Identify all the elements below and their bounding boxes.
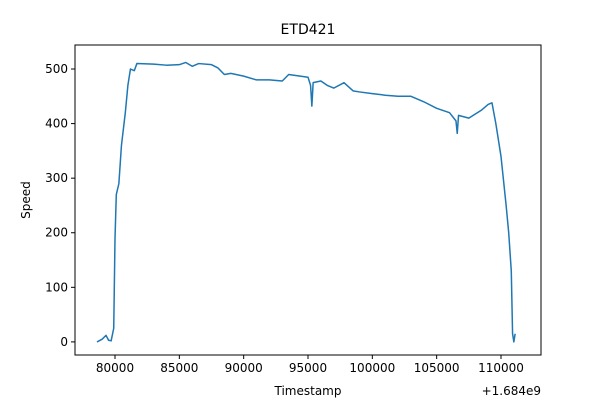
x-tick-label: 95000 bbox=[289, 361, 327, 375]
y-tick-label: 300 bbox=[45, 171, 68, 185]
data-line bbox=[96, 61, 516, 343]
x-tick-label: 110000 bbox=[478, 361, 524, 375]
y-tick-label: 0 bbox=[60, 335, 68, 349]
x-tick-label: 105000 bbox=[414, 361, 460, 375]
x-offset-label: +1.684e9 bbox=[482, 384, 541, 398]
plot-frame bbox=[74, 44, 542, 356]
y-tick-label: 200 bbox=[45, 226, 68, 240]
x-tick-label: 90000 bbox=[225, 361, 263, 375]
x-tick-label: 80000 bbox=[96, 361, 134, 375]
y-tick-label: 500 bbox=[45, 62, 68, 76]
x-axis-label: Timestamp bbox=[274, 384, 342, 398]
x-tick-label: 85000 bbox=[160, 361, 198, 375]
y-axis-label: Speed bbox=[19, 181, 33, 219]
x-tick-label: 100000 bbox=[349, 361, 395, 375]
y-tick-label: 400 bbox=[45, 117, 68, 131]
y-tick-label: 100 bbox=[45, 280, 68, 294]
chart-title: ETD421 bbox=[281, 22, 336, 38]
